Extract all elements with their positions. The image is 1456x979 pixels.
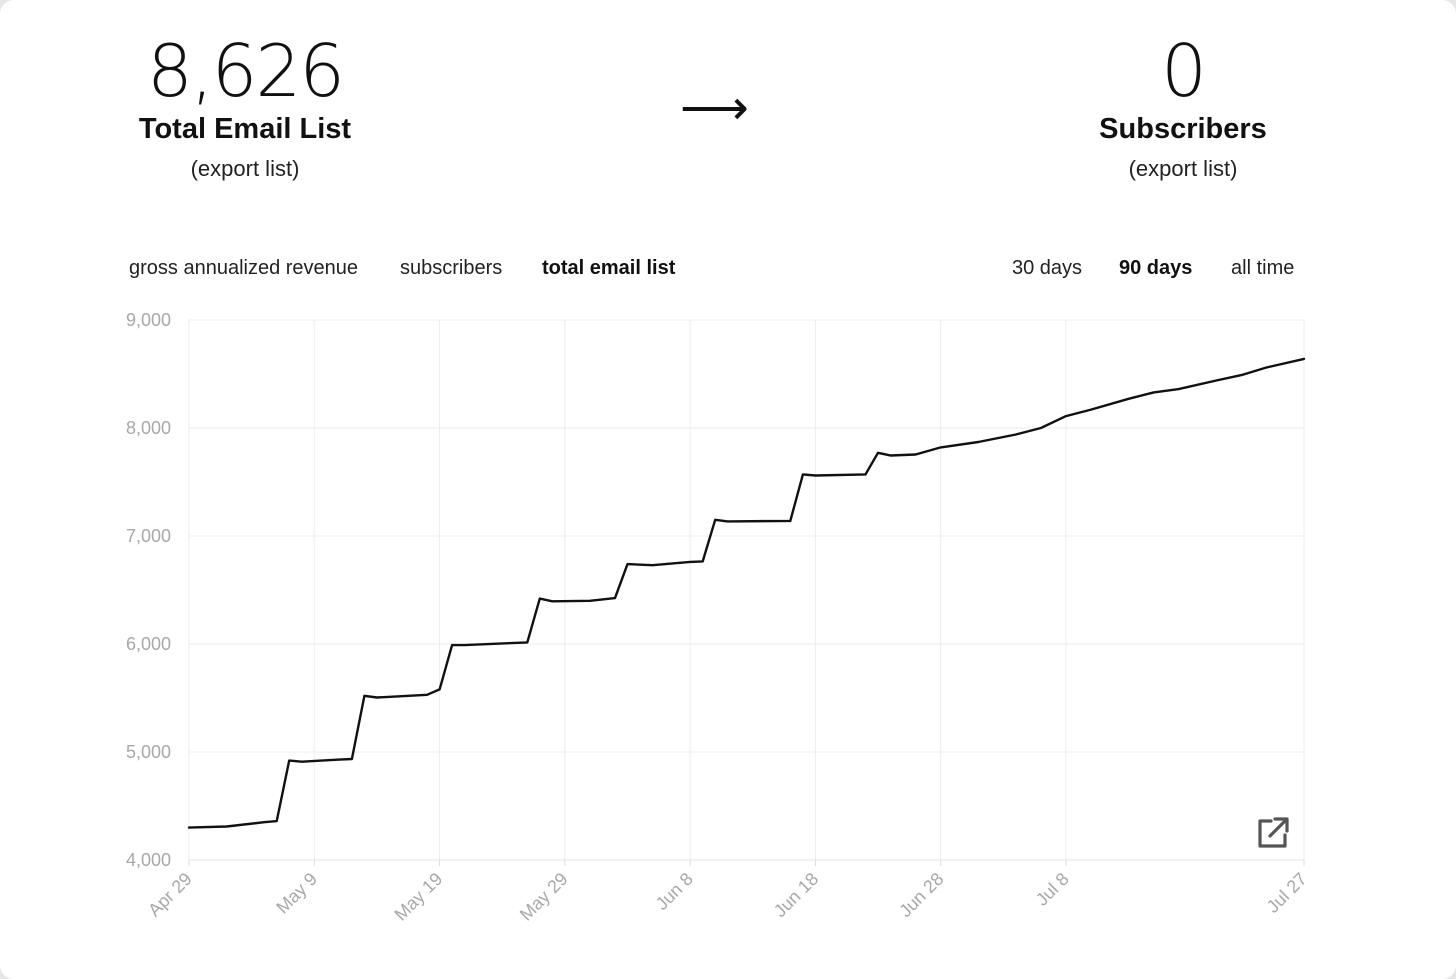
tab-subscribers[interactable]: subscribers [400,257,503,279]
total-email-list-export-link[interactable]: (export list) [190,156,300,181]
tab-all-time[interactable]: all time [1231,257,1295,279]
tab-90-days[interactable]: 90 days [1119,257,1193,279]
y-tick-label: 9,000 [126,310,171,330]
x-tick-label: Jun 18 [770,869,822,921]
tab-gross-annualized-revenue[interactable]: gross annualized revenue [129,257,359,279]
x-tick-label: Jul 8 [1032,869,1073,910]
subscribers-label: Subscribers [1099,113,1267,145]
y-tick-label: 7,000 [126,526,171,546]
series-line [187,357,1306,829]
y-tick-label: 8,000 [126,418,171,438]
subscribers-stat: 0 Subscribers (export list) [1013,28,1353,182]
x-tick-label: May 29 [516,869,572,925]
x-tick-label: Jun 8 [652,869,697,914]
total-email-list-value: 8,626 [146,29,345,113]
total-email-list-stat: 8,626 Total Email List (export list) [75,28,415,182]
total-email-list-label: Total Email List [138,113,352,145]
external-link-icon[interactable] [1255,815,1291,851]
x-tick-label: May 19 [391,869,447,925]
y-tick-label: 6,000 [126,634,171,654]
y-tick-label: 4,000 [126,850,171,870]
tab-total-email-list[interactable]: total email list [542,257,676,279]
tab-30-days[interactable]: 30 days [1012,257,1083,279]
x-tick-label: Jul 27 [1263,869,1311,917]
subscribers-value: 0 [1161,29,1207,113]
x-tick-label: May 9 [272,869,321,918]
x-tick-label: Jun 28 [895,869,947,921]
subscribers-export-link[interactable]: (export list) [1128,156,1238,181]
y-tick-label: 5,000 [126,742,171,762]
arrow-right-icon: ⟶ [680,80,749,136]
x-tick-label: Apr 29 [144,869,196,921]
